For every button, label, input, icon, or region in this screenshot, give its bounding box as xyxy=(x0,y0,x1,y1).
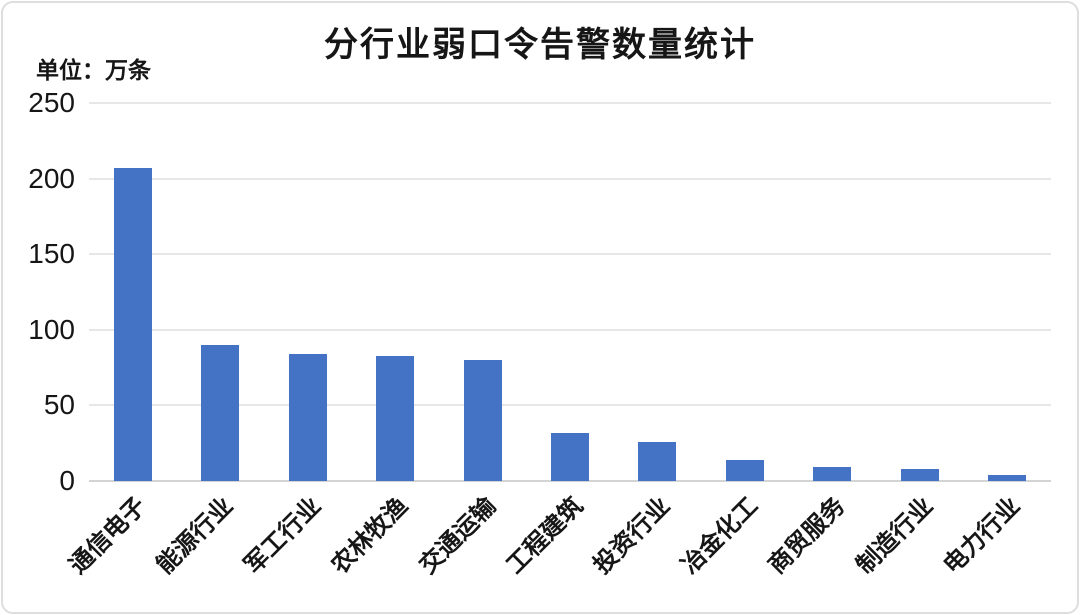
x-tick-label-10: 制造行业 xyxy=(851,492,939,580)
y-tick-label-100: 100 xyxy=(28,313,75,345)
x-tick-label-7: 投资行业 xyxy=(588,492,676,580)
x-tick-label-6: 工程建筑 xyxy=(501,492,589,580)
x-tick-label-11: 电力行业 xyxy=(938,492,1026,580)
bar-1 xyxy=(113,168,152,481)
x-tick-label-4: 农林牧渔 xyxy=(326,492,414,580)
gridline-250 xyxy=(89,102,1051,104)
x-tick-label-5: 交通运输 xyxy=(413,492,501,580)
chart-title: 分行业弱口令告警数量统计 xyxy=(324,26,756,64)
gridline-0 xyxy=(89,480,1051,482)
y-tick-label-200: 200 xyxy=(28,162,75,194)
y-tick-label-150: 150 xyxy=(28,238,75,270)
bar-10 xyxy=(900,468,939,481)
bar-11 xyxy=(988,474,1027,481)
bar-5 xyxy=(463,360,502,481)
x-tick-label-3: 军工行业 xyxy=(239,492,327,580)
x-tick-label-1: 通信电子 xyxy=(64,492,152,580)
gridline-200 xyxy=(89,177,1051,180)
gridline-50 xyxy=(89,404,1051,407)
x-tick-label-9: 商贸服务 xyxy=(763,492,851,580)
bar-8 xyxy=(725,459,764,481)
bar-2 xyxy=(201,344,240,481)
bar-4 xyxy=(376,355,415,481)
bar-6 xyxy=(551,432,589,481)
gridline-100 xyxy=(89,328,1051,331)
y-tick-label-250: 250 xyxy=(28,87,75,118)
y-tick-label-50: 50 xyxy=(43,389,75,421)
bar-9 xyxy=(813,467,852,481)
x-tick-label-2: 能源行业 xyxy=(151,492,239,580)
y-tick-label-0: 0 xyxy=(59,465,75,496)
x-tick-label-8: 冶金化工 xyxy=(676,492,764,580)
bar-7 xyxy=(638,441,677,481)
gridline-150 xyxy=(89,253,1051,256)
bar-3 xyxy=(288,354,327,481)
plot-area: 250 200 150 100 50 0 通信电子 能源行业 军工行业 农林牧渔 交通运输 工程建筑投… xyxy=(28,89,1051,579)
unit-label: 单位：万条 xyxy=(36,57,151,83)
